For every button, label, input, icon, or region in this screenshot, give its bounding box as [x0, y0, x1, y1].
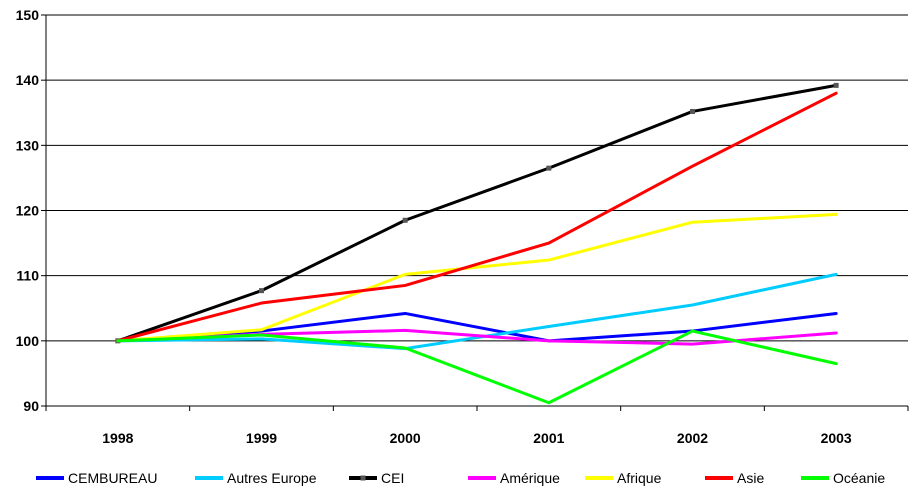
y-tick-label: 130 [16, 137, 40, 153]
y-tick-label: 140 [16, 72, 40, 88]
legend-marker [360, 475, 366, 481]
legend-item: Afrique [585, 470, 662, 486]
legend-label: Autres Europe [227, 470, 317, 486]
x-tick-label: 2002 [677, 430, 708, 446]
series-line-2 [116, 83, 838, 343]
legend-label: Océanie [833, 470, 885, 486]
legend-label: CEI [381, 470, 404, 486]
data-point [690, 108, 695, 114]
data-point [259, 288, 264, 294]
x-axis-tick-labels: 1998 1999 2000 2001 2002 2003 [102, 430, 852, 446]
legend-item: CEI [349, 470, 404, 486]
x-tick-label: 2000 [390, 430, 421, 446]
legend-item: CEMBUREAU [36, 470, 157, 486]
legend-item: Asie [705, 470, 764, 486]
x-tick-label: 1998 [102, 430, 133, 446]
y-axis-tick-labels: 90 100 110 120 130 140 150 [16, 7, 40, 414]
legend-label: CEMBUREAU [68, 470, 157, 486]
legend-item: Océanie [801, 470, 885, 486]
series-line-1 [116, 272, 838, 351]
data-point [402, 217, 408, 223]
y-tick-label: 90 [23, 398, 39, 414]
data-point [833, 82, 839, 88]
legend-item: Amérique [468, 470, 560, 486]
series-line-5 [116, 91, 838, 343]
series-lines [115, 82, 839, 405]
y-tick-label: 120 [16, 203, 40, 219]
legend: CEMBUREAU Autres Europe CEI Amérique Afrique… [36, 470, 885, 486]
x-tick-label: 1999 [246, 430, 277, 446]
legend-item: Autres Europe [195, 470, 317, 486]
data-point [546, 165, 552, 171]
y-tick-label: 100 [16, 333, 40, 349]
y-tick-label: 110 [16, 268, 39, 284]
legend-label: Afrique [617, 470, 662, 486]
legend-label: Amérique [500, 470, 560, 486]
axes [41, 14, 909, 411]
x-tick-label: 2003 [821, 430, 852, 446]
x-tick-label: 2001 [533, 430, 564, 446]
legend-label: Asie [737, 470, 764, 486]
y-tick-label: 150 [16, 7, 40, 23]
gridlines [46, 14, 908, 342]
series-line-4 [116, 212, 838, 343]
series-line-6 [116, 329, 838, 405]
